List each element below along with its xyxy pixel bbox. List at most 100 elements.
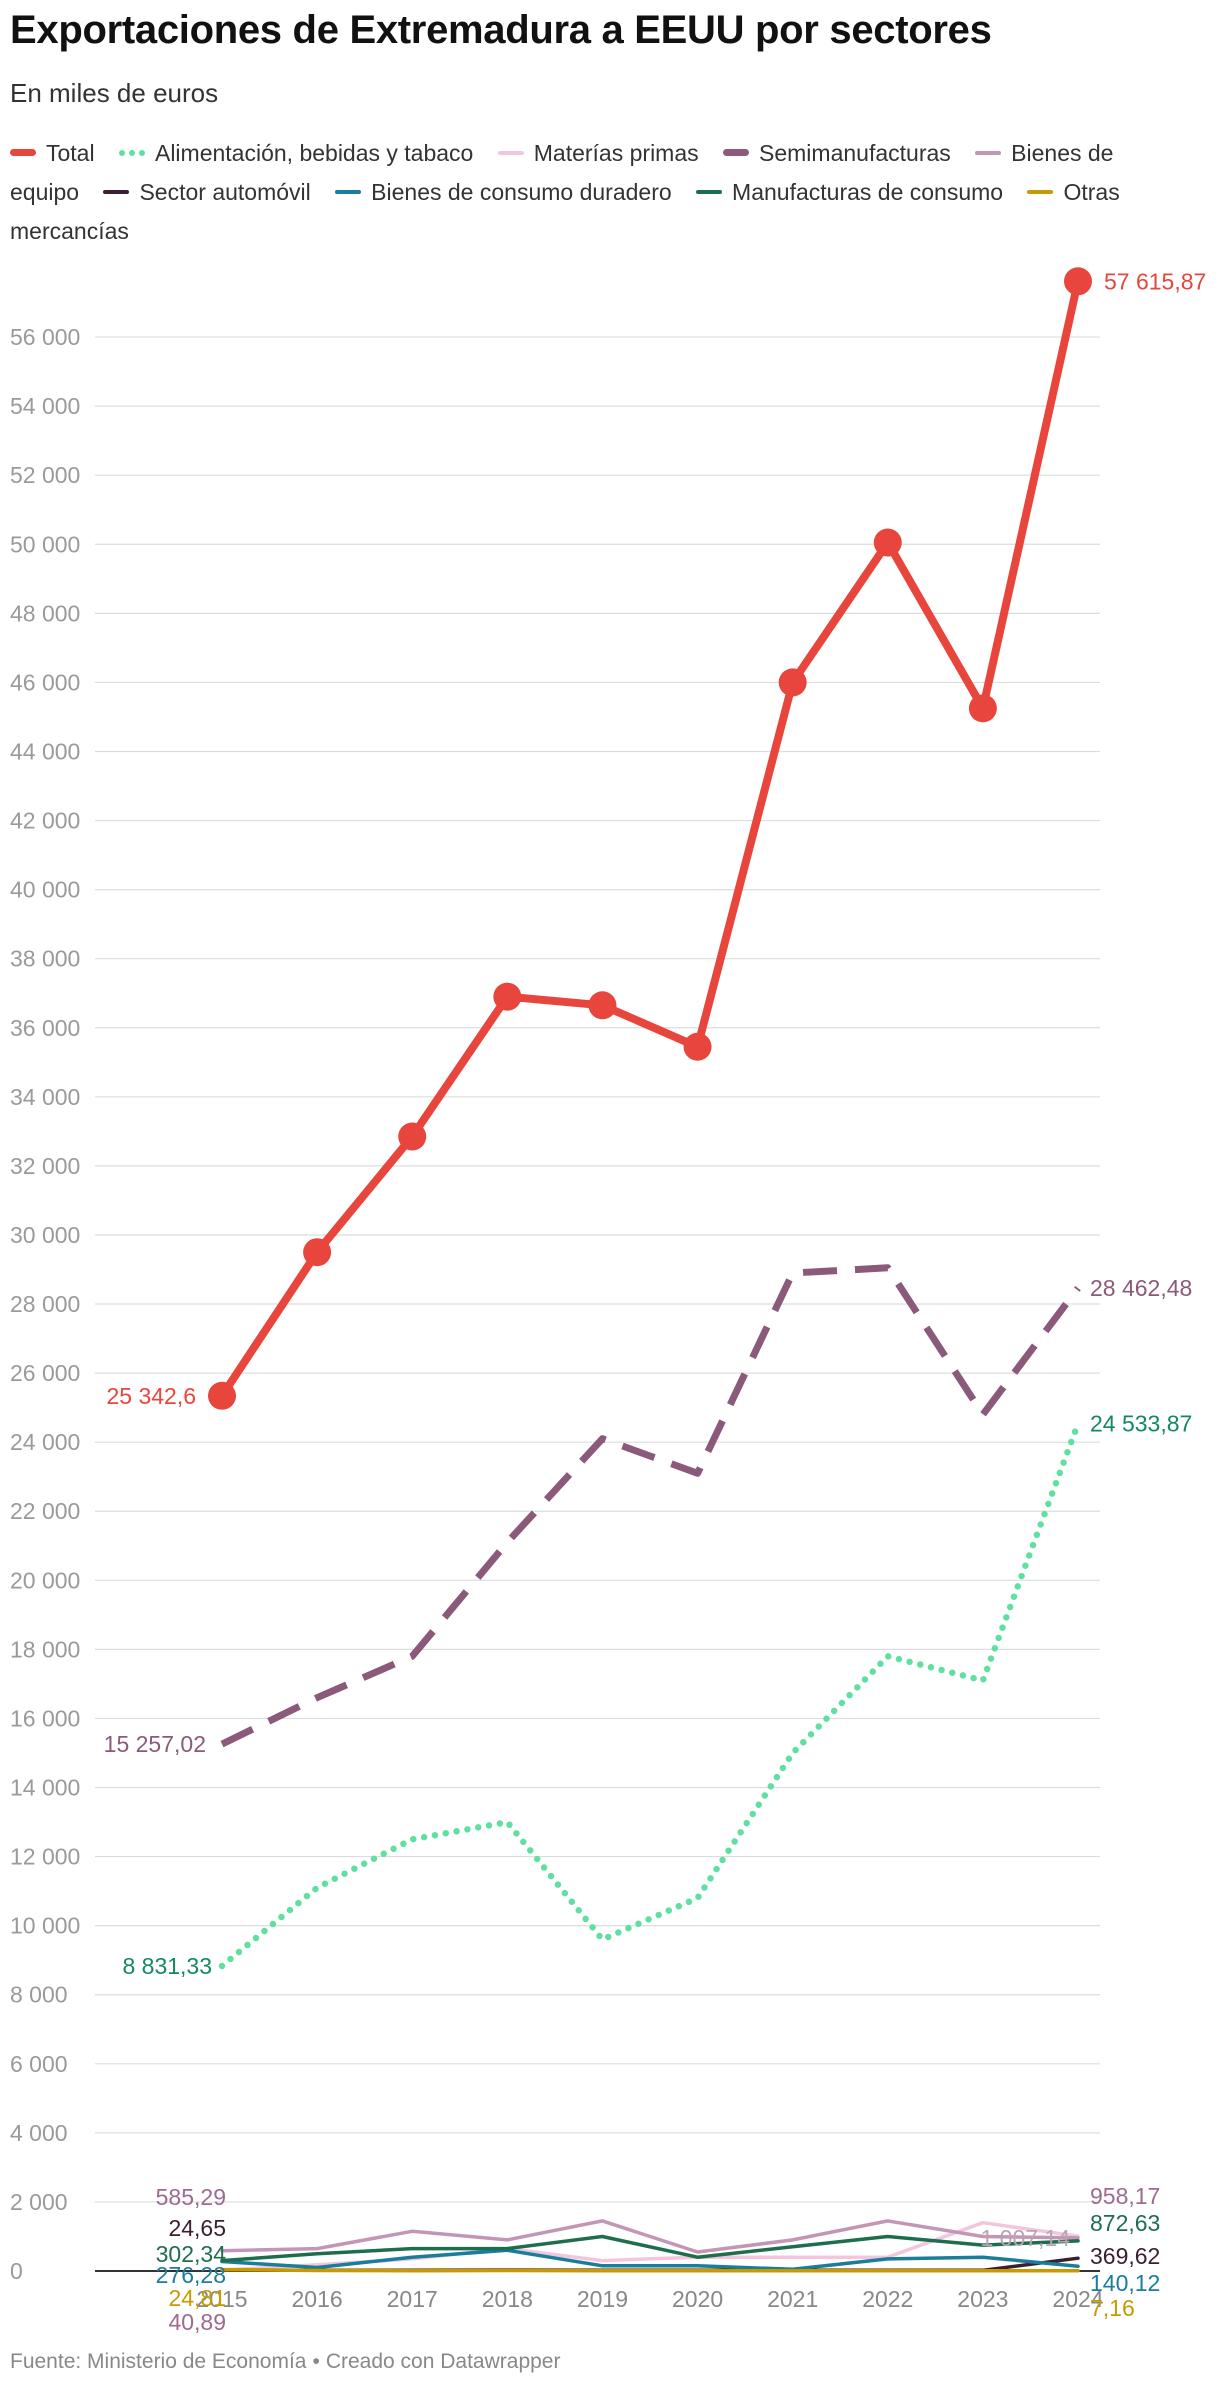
x-tick-label: 2018 bbox=[482, 2286, 533, 2312]
data-label: 24,65 bbox=[168, 2215, 226, 2241]
legend-label-otras: Otras mercancías bbox=[10, 179, 1120, 244]
data-label: 15 257,02 bbox=[104, 1731, 206, 1757]
data-label: 1 007,14 bbox=[980, 2225, 1070, 2251]
x-tick-label: 2023 bbox=[957, 2286, 1008, 2312]
y-tick-label: 14 000 bbox=[10, 1775, 80, 1801]
data-point bbox=[493, 982, 522, 1011]
legend-swatch-total bbox=[10, 149, 36, 157]
series-line bbox=[220, 2234, 1080, 2263]
data-label: 7,16 bbox=[1090, 2295, 1135, 2321]
data-point bbox=[778, 668, 807, 697]
x-tick-label: 2017 bbox=[387, 2286, 438, 2312]
data-label: 302,34 bbox=[156, 2241, 227, 2267]
y-tick-label: 54 000 bbox=[10, 393, 80, 419]
series-line bbox=[220, 2219, 1080, 2254]
legend-swatch-bienes-duradero bbox=[335, 189, 362, 194]
legend-swatch-semimanufacturas bbox=[723, 149, 750, 157]
data-point bbox=[208, 1381, 236, 1410]
legend-swatch-materias-primas bbox=[497, 150, 524, 155]
y-tick-label: 16 000 bbox=[10, 1705, 80, 1731]
y-tick-label: 32 000 bbox=[10, 1153, 80, 1179]
y-tick-label: 20 000 bbox=[10, 1567, 80, 1593]
y-tick-label: 6 000 bbox=[10, 2051, 68, 2077]
data-label: 25 342,6 bbox=[106, 1383, 196, 1409]
legend-label-semimanufacturas: Semimanufacturas bbox=[759, 140, 951, 166]
x-tick-label: 2020 bbox=[672, 2286, 723, 2312]
y-tick-label: 34 000 bbox=[10, 1084, 80, 1110]
y-tick-label: 42 000 bbox=[10, 808, 80, 834]
data-label: 57 615,87 bbox=[1104, 268, 1206, 294]
y-tick-label: 36 000 bbox=[10, 1015, 80, 1041]
data-label: 958,17 bbox=[1090, 2183, 1160, 2209]
legend-label-bienes-equipo: Bienes de equipo bbox=[10, 140, 1114, 205]
legend-label-alimentacion: Alimentación, bebidas y tabaco bbox=[154, 140, 474, 166]
y-tick-label: 48 000 bbox=[10, 600, 80, 626]
y-tick-label: 50 000 bbox=[10, 531, 80, 557]
footer-separator: • bbox=[312, 2350, 320, 2373]
legend-label-sector-automovil: Sector automóvil bbox=[139, 179, 311, 205]
y-tick-label: 22 000 bbox=[10, 1498, 80, 1524]
legend-item-total: Total bbox=[10, 140, 95, 166]
y-tick-label: 26 000 bbox=[10, 1360, 80, 1386]
legend-item-materias-primas: Materías primas bbox=[497, 140, 699, 166]
y-tick-label: 46 000 bbox=[10, 669, 80, 695]
y-tick-label: 30 000 bbox=[10, 1222, 80, 1248]
data-label: 24,81 bbox=[168, 2285, 226, 2311]
x-tick-label: 2019 bbox=[577, 2286, 628, 2312]
data-point bbox=[588, 991, 617, 1020]
y-tick-label: 8 000 bbox=[10, 1982, 68, 2008]
data-point bbox=[968, 694, 997, 723]
data-label: 369,62 bbox=[1090, 2243, 1160, 2269]
x-tick-label: 2024 bbox=[1052, 2286, 1103, 2312]
legend-item-alimentacion: Alimentación, bebidas y tabaco bbox=[118, 140, 474, 166]
chart-footer: Fuente: Ministerio de Economía • Creado co… bbox=[10, 2350, 560, 2374]
data-point bbox=[398, 1122, 427, 1151]
y-tick-label: 28 000 bbox=[10, 1291, 80, 1317]
series-line bbox=[218, 277, 1082, 1400]
data-point bbox=[303, 1238, 332, 1267]
data-label: 872,63 bbox=[1090, 2210, 1160, 2236]
series-line bbox=[220, 2248, 1080, 2272]
legend-swatch-bienes-equipo bbox=[975, 150, 1002, 155]
x-tick-label: 2016 bbox=[292, 2286, 343, 2312]
data-label: 40,89 bbox=[168, 2309, 226, 2335]
y-tick-label: 10 000 bbox=[10, 1913, 80, 1939]
x-tick-label: 2021 bbox=[767, 2286, 818, 2312]
data-label: 24 533,87 bbox=[1090, 1411, 1192, 1437]
y-tick-label: 0 bbox=[10, 2258, 23, 2284]
data-label: 28 462,48 bbox=[1090, 1275, 1192, 1301]
y-tick-label: 56 000 bbox=[10, 324, 80, 350]
y-tick-label: 38 000 bbox=[10, 946, 80, 972]
legend-label-materias-primas: Materías primas bbox=[533, 140, 699, 166]
data-point bbox=[1064, 267, 1092, 296]
legend-item-bienes-duradero: Bienes de consumo duradero bbox=[335, 179, 672, 205]
legend-swatch-sector-automovil bbox=[103, 189, 130, 194]
y-tick-label: 2 000 bbox=[10, 2189, 68, 2215]
series-line bbox=[220, 1264, 1081, 1748]
legend-item-sector-automovil: Sector automóvil bbox=[103, 179, 311, 205]
chart-title: Exportaciones de Extremadura a EEUU por … bbox=[10, 8, 992, 52]
data-point bbox=[873, 528, 902, 557]
legend-item-bienes-equipo: Bienes de equipo bbox=[10, 140, 1113, 205]
data-label: 276,28 bbox=[156, 2262, 226, 2288]
data-label: 585,29 bbox=[156, 2184, 226, 2210]
legend-item-semimanufacturas: Semimanufacturas bbox=[723, 140, 951, 166]
chart-legend: Total Alimentación, bebidas y tabaco Mat… bbox=[10, 134, 1170, 251]
data-point bbox=[683, 1032, 712, 1061]
y-tick-label: 40 000 bbox=[10, 877, 80, 903]
x-tick-label: 2022 bbox=[862, 2286, 913, 2312]
data-label: 8 831,33 bbox=[122, 1953, 212, 1979]
legend-label-manufacturas-consumo: Manufacturas de consumo bbox=[732, 179, 1004, 205]
y-tick-label: 52 000 bbox=[10, 462, 80, 488]
data-label: 140,12 bbox=[1090, 2270, 1160, 2296]
legend-swatch-manufacturas-consumo bbox=[696, 189, 723, 194]
y-tick-label: 18 000 bbox=[10, 1636, 80, 1662]
series-line bbox=[218, 1420, 1082, 1970]
y-tick-label: 12 000 bbox=[10, 1844, 80, 1870]
legend-label-bienes-duradero: Bienes de consumo duradero bbox=[371, 179, 672, 205]
legend-swatch-alimentacion bbox=[118, 149, 145, 156]
chart-subtitle: En miles de euros bbox=[10, 78, 219, 108]
credit-note: Creado con Datawrapper bbox=[325, 2350, 561, 2373]
x-tick-label: 2015 bbox=[196, 2286, 247, 2312]
